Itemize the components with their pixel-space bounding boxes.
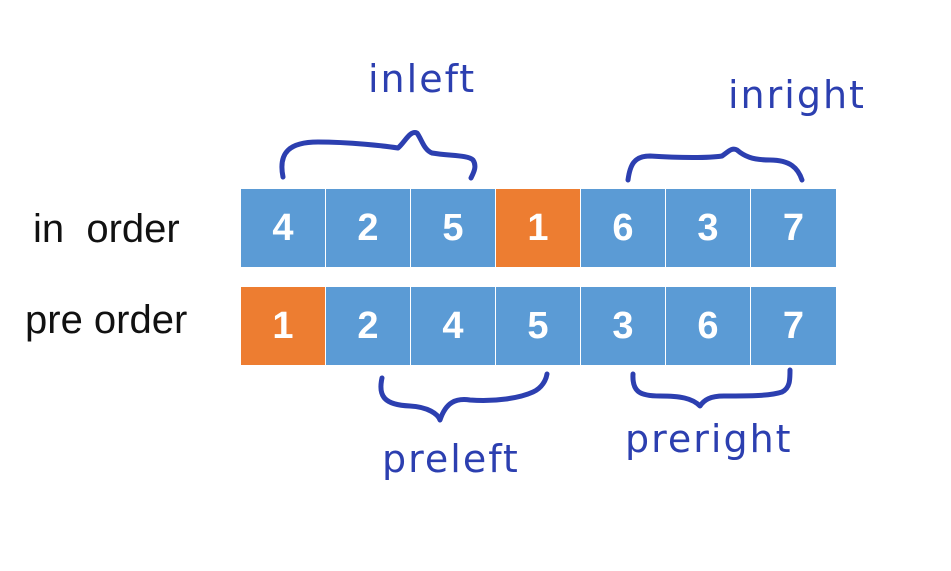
inleft-brace [279, 130, 478, 181]
inorder-array: 4 2 5 1 6 3 7 [241, 189, 836, 267]
inright-brace [625, 146, 805, 183]
preorder-root-cell: 1 [241, 287, 326, 365]
preorder-array: 1 2 4 5 3 6 7 [241, 287, 836, 365]
inorder-cell: 3 [666, 189, 751, 267]
inorder-root-cell: 1 [496, 189, 581, 267]
preorder-cell: 3 [581, 287, 666, 365]
preorder-cell: 5 [496, 287, 581, 365]
preright-annotation: preright [625, 417, 793, 461]
inorder-row-label: in order [33, 207, 180, 251]
preorder-cell: 6 [666, 287, 751, 365]
preorder-row-label: pre order [25, 298, 188, 342]
preleft-annotation: preleft [382, 437, 520, 481]
inright-annotation: inright [728, 73, 866, 117]
preright-brace [630, 367, 793, 409]
inorder-cell: 6 [581, 189, 666, 267]
inorder-cell: 5 [411, 189, 496, 267]
inorder-cell: 7 [751, 189, 836, 267]
inorder-cell: 4 [241, 189, 326, 267]
preleft-brace [378, 371, 550, 423]
preorder-cell: 7 [751, 287, 836, 365]
preorder-cell: 2 [326, 287, 411, 365]
inleft-annotation: inleft [368, 57, 477, 101]
inorder-cell: 2 [326, 189, 411, 267]
preorder-cell: 4 [411, 287, 496, 365]
